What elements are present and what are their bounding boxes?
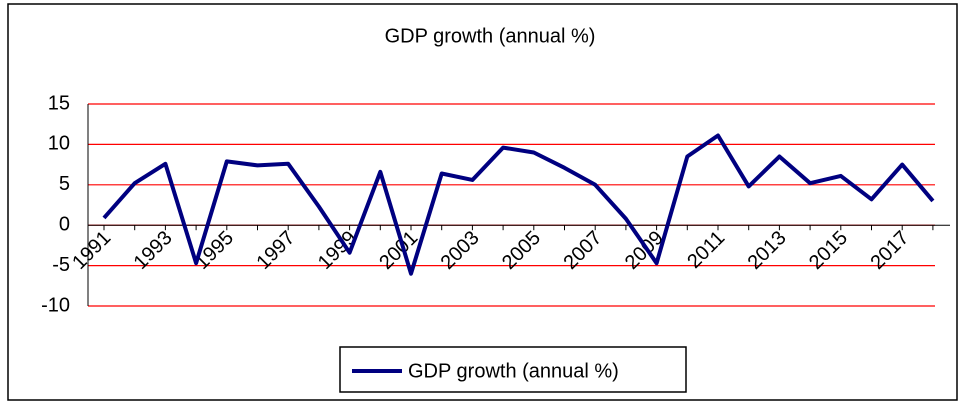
y-tick-label: 5	[59, 173, 70, 195]
data-line	[102, 133, 935, 276]
y-tick-label: 15	[48, 92, 70, 114]
chart-title: GDP growth (annual %)	[385, 25, 596, 47]
y-tick-label: -5	[52, 254, 70, 276]
y-tick-label: 0	[59, 213, 70, 235]
legend-label: GDP growth (annual %)	[408, 360, 619, 382]
y-tick-label: -10	[41, 294, 70, 316]
y-tick-label: 10	[48, 133, 70, 155]
chart-border	[7, 3, 958, 401]
